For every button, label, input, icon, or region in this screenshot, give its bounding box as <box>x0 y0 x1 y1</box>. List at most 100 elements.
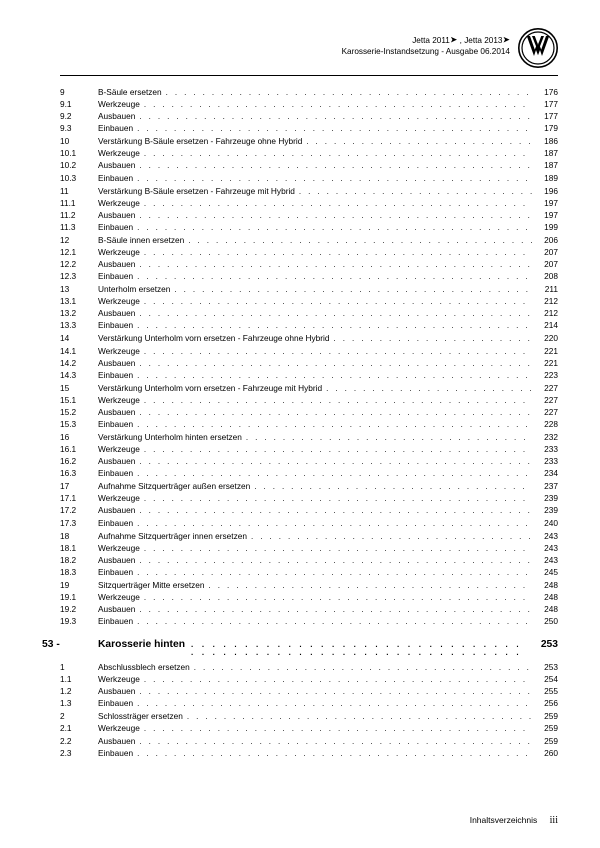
toc-number: 9.2 <box>60 112 98 120</box>
toc-groups-lower: 1Abschlussblech ersetzen2531.1Werkzeuge2… <box>60 663 558 758</box>
leader-dots <box>144 348 532 356</box>
toc-page: 197 <box>536 199 558 207</box>
leader-dots <box>144 545 532 553</box>
toc-title: Verstärkung Unterholm vorn ersetzen - Fa… <box>98 334 330 342</box>
toc-number: 18.3 <box>60 568 98 576</box>
toc-page: 239 <box>536 506 558 514</box>
toc-page: 233 <box>536 457 558 465</box>
toc-page: 177 <box>536 100 558 108</box>
toc-title: Ausbauen <box>98 309 135 317</box>
toc-title: Ausbauen <box>98 457 135 465</box>
toc-title: Ausbauen <box>98 359 135 367</box>
toc-number: 9.1 <box>60 100 98 108</box>
toc-number: 10.3 <box>60 174 98 182</box>
toc-title: Verstärkung B-Säule ersetzen - Fahrzeuge… <box>98 137 302 145</box>
toc-title: Werkzeuge <box>98 445 140 453</box>
toc-row: 19.2Ausbauen248 <box>60 605 558 614</box>
leader-dots <box>139 360 532 368</box>
toc-group: 14Verstärkung Unterholm vorn ersetzen - … <box>60 334 558 379</box>
toc-number: 11.1 <box>60 199 98 207</box>
toc-number: 14.1 <box>60 347 98 355</box>
toc-title: Einbauen <box>98 223 133 231</box>
model-1: Jetta 2011 <box>412 36 450 45</box>
leader-dots <box>139 458 532 466</box>
toc-title: Einbauen <box>98 420 133 428</box>
toc-page: 256 <box>536 699 558 707</box>
toc-row: 19.1Werkzeuge248 <box>60 593 558 602</box>
vw-logo-icon <box>518 28 558 68</box>
toc-number: 14.3 <box>60 371 98 379</box>
toc-page: 207 <box>536 260 558 268</box>
toc-row: 2.3Einbauen260 <box>60 749 558 758</box>
toc-row: 10Verstärkung B-Säule ersetzen - Fahrzeu… <box>60 137 558 146</box>
toc-number: 2.1 <box>60 724 98 732</box>
toc-group: 2Schlossträger ersetzen2592.1Werkzeuge25… <box>60 712 558 757</box>
toc-page: 186 <box>536 137 558 145</box>
toc-row: 15.1Werkzeuge227 <box>60 396 558 405</box>
toc-page: 243 <box>536 544 558 552</box>
toc-number: 12.2 <box>60 260 98 268</box>
toc-page: 232 <box>536 433 558 441</box>
leader-dots <box>188 237 532 245</box>
toc-title: Werkzeuge <box>98 297 140 305</box>
leader-dots <box>144 397 532 405</box>
toc-page: 176 <box>536 88 558 96</box>
leader-dots <box>144 298 532 306</box>
leader-dots <box>144 150 532 158</box>
toc-page: 227 <box>536 396 558 404</box>
toc-page: 206 <box>536 236 558 244</box>
toc-page: 187 <box>536 149 558 157</box>
toc-title: Einbauen <box>98 749 133 757</box>
toc-row: 1.3Einbauen256 <box>60 699 558 708</box>
toc-row: 19.3Einbauen250 <box>60 617 558 626</box>
toc-page: 259 <box>536 724 558 732</box>
leader-dots <box>144 249 532 257</box>
toc-number: 1.2 <box>60 687 98 695</box>
toc-number: 9.3 <box>60 124 98 132</box>
leader-dots <box>139 557 532 565</box>
leader-dots <box>137 520 532 528</box>
toc-row: 17.1Werkzeuge 239 <box>60 494 558 503</box>
toc-title: Einbauen <box>98 124 133 132</box>
page: Jetta 2011➤ , Jetta 2013➤ Karosserie-Ins… <box>0 0 600 848</box>
toc-number: 18.2 <box>60 556 98 564</box>
toc-title: Werkzeuge <box>98 396 140 404</box>
page-header: Jetta 2011➤ , Jetta 2013➤ Karosserie-Ins… <box>60 28 558 76</box>
toc-row: 10.1Werkzeuge187 <box>60 149 558 158</box>
toc-number: 11.2 <box>60 211 98 219</box>
toc-number: 19.3 <box>60 617 98 625</box>
toc-number: 12.3 <box>60 272 98 280</box>
toc-number: 17.1 <box>60 494 98 502</box>
leader-dots <box>137 372 532 380</box>
leader-dots <box>139 261 532 269</box>
toc-title: Einbauen <box>98 174 133 182</box>
toc-title: Werkzeuge <box>98 494 140 502</box>
toc-number: 16.3 <box>60 469 98 477</box>
toc-page: 248 <box>536 581 558 589</box>
toc-number: 12 <box>60 236 98 244</box>
toc-row: 18.2Ausbauen243 <box>60 556 558 565</box>
toc-number: 15.3 <box>60 420 98 428</box>
toc-page: 250 <box>536 617 558 625</box>
toc-row: 11Verstärkung B-Säule ersetzen - Fahrzeu… <box>60 187 558 196</box>
toc-group: 12B-Säule innen ersetzen20612.1Werkzeuge… <box>60 236 558 281</box>
toc-number: 1.3 <box>60 699 98 707</box>
toc-number: 11.3 <box>60 223 98 231</box>
toc-title: Ausbauen <box>98 605 135 613</box>
toc-page: 248 <box>536 605 558 613</box>
section-title: Karosserie hinten <box>98 640 185 650</box>
toc-page: 239 <box>536 494 558 502</box>
toc-row: 13.1Werkzeuge212 <box>60 297 558 306</box>
toc-title: Werkzeuge <box>98 248 140 256</box>
toc-title: Sitzquerträger Mitte ersetzen <box>98 581 205 589</box>
leader-dots <box>137 175 532 183</box>
toc-page: 228 <box>536 420 558 428</box>
leader-dots <box>139 738 532 746</box>
toc-row: 10.2Ausbauen187 <box>60 161 558 170</box>
toc-page: 177 <box>536 112 558 120</box>
leader-dots <box>144 446 532 454</box>
leader-dots <box>137 125 532 133</box>
toc-title: B-Säule innen ersetzen <box>98 236 184 244</box>
leader-dots <box>144 676 532 684</box>
toc-number: 10 <box>60 137 98 145</box>
